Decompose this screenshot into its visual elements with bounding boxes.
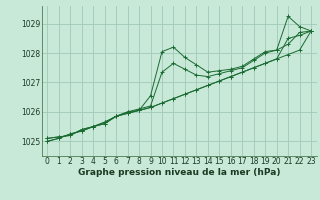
X-axis label: Graphe pression niveau de la mer (hPa): Graphe pression niveau de la mer (hPa) bbox=[78, 168, 280, 177]
